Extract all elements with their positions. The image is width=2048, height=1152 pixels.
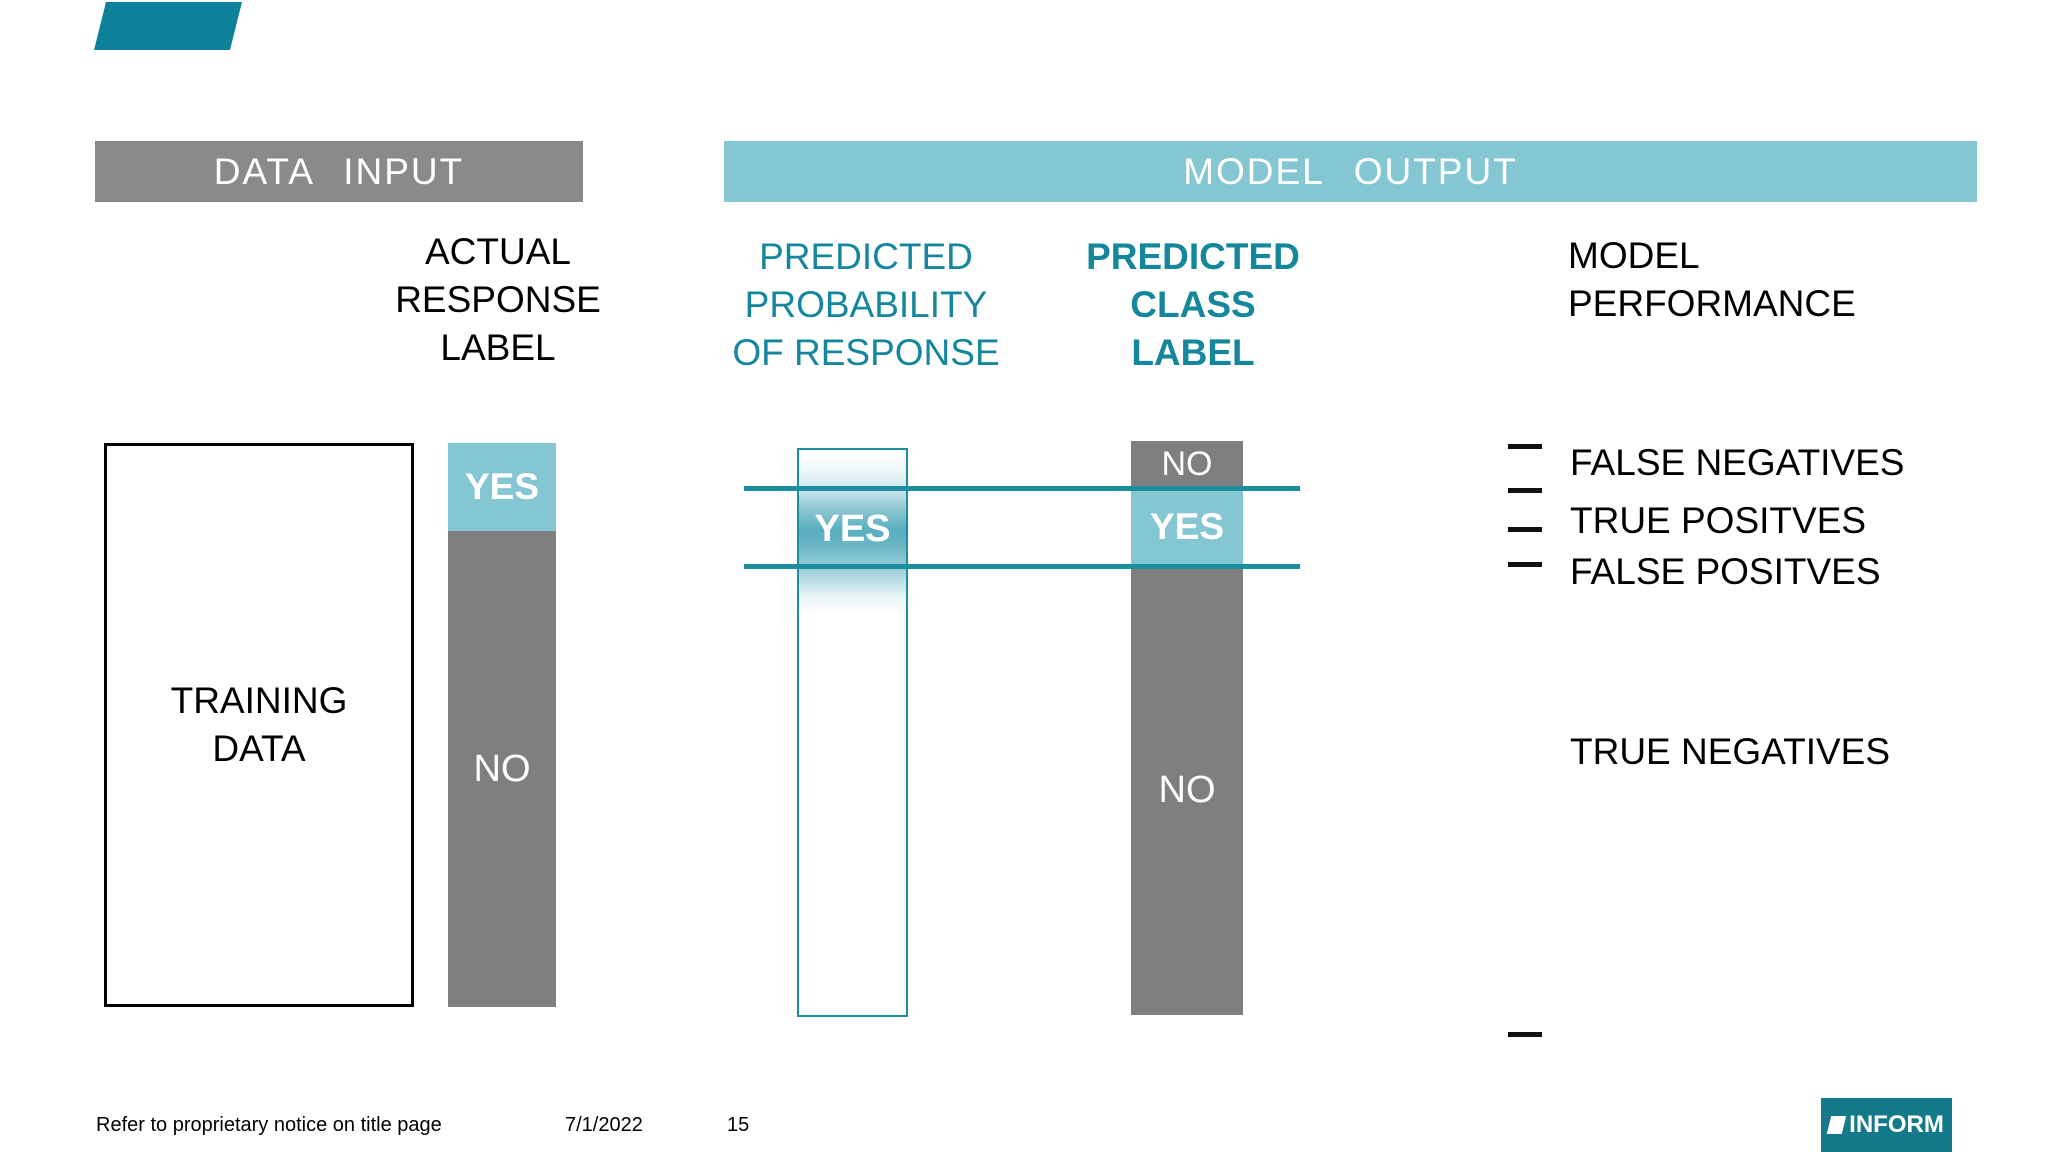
actual-no-segment: NO [448,531,556,1007]
actual-yes-label: YES [464,466,540,507]
heading-line: PERFORMANCE [1568,283,1856,324]
heading-actual-response-label: ACTUAL RESPONSE LABEL [328,228,668,372]
legend-true-negatives: TRUE NEGATIVES [1570,731,1891,772]
heading-line: MODEL [1568,235,1700,276]
footer-page-number: 15 [727,1114,750,1136]
class-no-bottom-label: NO [1158,769,1216,811]
legend-dash [1508,444,1542,449]
heading-line: PREDICTED [1086,236,1300,277]
footer-date: 7/1/2022 [565,1114,643,1136]
legend-dash [1508,1032,1542,1037]
data-input-header-label: DATA INPUT [213,150,465,192]
legend-false-negatives: FALSE NEGATIVES [1570,442,1905,483]
legend-dash [1508,527,1542,532]
legend-true-positives: TRUE POSITVES [1570,500,1867,541]
threshold-line-lower [744,564,1300,569]
heading-line: PROBABILITY [744,284,988,325]
model-output-header-label: MODEL OUTPUT [1183,150,1518,192]
class-yes-label: YES [1149,506,1225,547]
class-yes-segment: YES [1131,488,1243,566]
probability-yes-label: YES [814,508,891,550]
data-input-header: DATA INPUT [95,141,583,202]
heading-line: LABEL [440,327,556,368]
heading-line: ACTUAL [425,231,571,272]
actual-response-bar: YES NO [448,443,556,1007]
legend-dash [1508,488,1542,493]
training-data-line: TRAINING [170,680,348,721]
heading-line: RESPONSE [395,279,601,320]
legend-false-positives: FALSE POSITVES [1570,551,1881,592]
heading-predicted-probability: PREDICTED PROBABILITY OF RESPONSE [696,233,1036,377]
heading-line: CLASS [1130,284,1256,325]
actual-no-label: NO [473,747,531,790]
training-data-box: TRAINING DATA [104,443,414,1007]
heading-line: LABEL [1131,332,1255,373]
inform-logo-parallelogram-icon [1826,1116,1847,1134]
class-no-bottom-segment: NO [1131,566,1243,1015]
heading-line: OF RESPONSE [732,332,1000,373]
model-output-header: MODEL OUTPUT [724,141,1977,202]
heading-line: PREDICTED [759,236,973,277]
brand-parallelogram-icon [94,2,242,50]
actual-yes-segment: YES [448,443,556,531]
inform-logo-text: INFORM [1849,1111,1944,1138]
predicted-probability-column: YES [797,448,908,1017]
predicted-class-bar: NO YES NO [1131,441,1243,1015]
class-no-top-segment: NO [1131,441,1243,488]
threshold-line-upper [744,486,1300,491]
inform-logo: INFORM [1821,1098,1952,1152]
heading-predicted-class-label: PREDICTED CLASS LABEL [1023,233,1363,377]
footer-notice: Refer to proprietary notice on title pag… [96,1114,442,1136]
heading-model-performance: MODEL PERFORMANCE [1568,232,1998,328]
legend-dash [1508,562,1542,567]
training-data-line: DATA [212,728,306,769]
class-no-top-label: NO [1161,445,1213,483]
